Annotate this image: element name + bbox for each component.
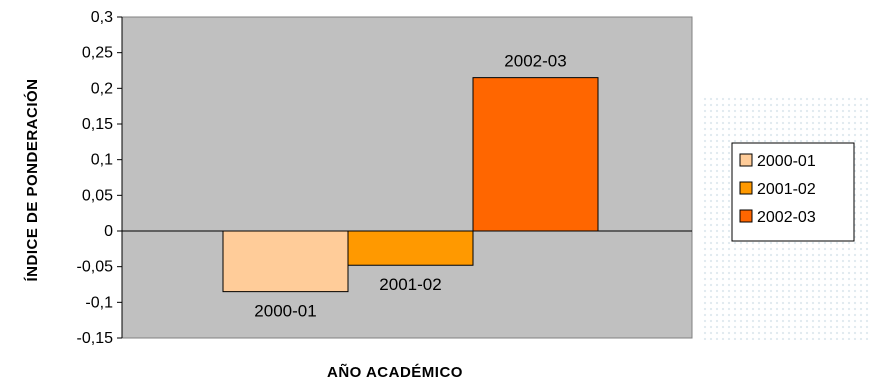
- y-tick-label: 0,25: [82, 45, 113, 62]
- y-axis: 0,3 0,25 0,2 0,15 0,1 0,05 0 -0,05 -0,1 -0,15: [77, 9, 692, 347]
- y-tick-label: 0,2: [91, 80, 113, 97]
- legend-label-2001-02: 2001-02: [757, 181, 816, 198]
- data-labels: 2000-01 2001-02 2002-03: [254, 52, 566, 321]
- bar-2000-01: [222, 230, 349, 293]
- y-tick-label: 0,3: [91, 9, 113, 26]
- bar-2001-02: [347, 230, 474, 266]
- y-tick-label: -0,15: [77, 330, 114, 347]
- data-label-2002-03: 2002-03: [504, 52, 566, 71]
- legend: 2000-01 2001-02 2002-03: [731, 142, 855, 242]
- data-label-2001-02: 2001-02: [379, 275, 441, 294]
- bar-2002-03: [472, 77, 599, 232]
- legend-label-2002-03: 2002-03: [757, 209, 816, 226]
- data-label-2000-01: 2000-01: [254, 302, 316, 321]
- legend-swatch-2001-02: [739, 181, 753, 195]
- y-axis-title: ÍNDICE DE PONDERACIÓN: [23, 78, 41, 281]
- y-tick-label: 0,05: [82, 187, 113, 204]
- bars: [222, 77, 599, 293]
- legend-swatch-2002-03: [739, 209, 753, 223]
- y-tick-label: -0,05: [77, 259, 114, 276]
- y-tick-label: 0: [104, 223, 113, 240]
- y-tick-label: 0,15: [82, 116, 113, 133]
- legend-swatch-2000-01: [739, 153, 753, 167]
- y-tick-label: -0,1: [85, 294, 113, 311]
- y-tick-label: 0,1: [91, 152, 113, 169]
- x-axis-title: AÑO ACADÉMICO: [327, 363, 463, 381]
- legend-label-2000-01: 2000-01: [757, 153, 816, 170]
